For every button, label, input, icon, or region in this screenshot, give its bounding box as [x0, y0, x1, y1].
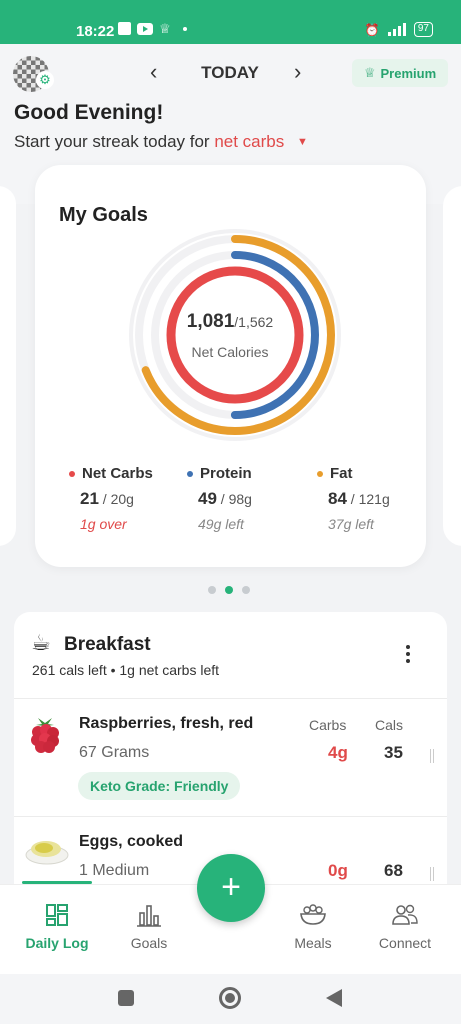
nav-goals[interactable]: Goals — [104, 903, 194, 951]
macro-name: Fat — [330, 465, 353, 482]
daily-log-icon — [46, 904, 68, 926]
back-icon[interactable] — [326, 989, 342, 1007]
nav-meals[interactable]: Meals — [268, 903, 358, 951]
status-notification-icons: ♕ — [118, 22, 187, 35]
streak-metric-selector[interactable]: net carbs — [214, 132, 285, 151]
macro-value: 84 — [328, 489, 347, 508]
macro-goal: / 121g — [346, 491, 390, 507]
macro-value: 21 — [80, 489, 99, 508]
macro-name: Protein — [200, 465, 252, 482]
date-label[interactable]: TODAY — [201, 63, 259, 82]
battery-icon: 97 — [413, 22, 433, 37]
caret-down-icon[interactable]: ▼ — [297, 136, 308, 148]
salad-bowl-icon — [300, 904, 326, 925]
food-name: Raspberries, fresh, red — [79, 715, 254, 732]
net-calories-value: 1,081/1,562 — [145, 311, 315, 333]
divider — [14, 816, 447, 817]
carousel-card-prev[interactable] — [0, 186, 16, 546]
youtube-icon — [137, 22, 153, 35]
streak-prompt: Start your streak today for net carbs ▼ — [14, 132, 308, 152]
carousel-page-indicator — [208, 586, 250, 594]
raspberry-icon — [31, 718, 59, 753]
calories-consumed: 1,081 — [186, 311, 235, 332]
calories-goal: /1,562 — [234, 314, 274, 330]
keto-grade-badge: Keto Grade: Friendly — [78, 772, 241, 800]
streak-text: Start your streak today for — [14, 132, 210, 151]
nav-daily-log[interactable]: Daily Log — [12, 903, 102, 951]
drag-handle-icon[interactable] — [430, 867, 434, 881]
page-dot[interactable] — [242, 586, 250, 594]
goals-rings-chart — [129, 229, 341, 441]
bar-chart-icon — [137, 905, 161, 927]
status-time: 18:22 — [76, 23, 115, 40]
recent-apps-icon[interactable] — [118, 990, 134, 1006]
ring-track — [129, 229, 341, 441]
people-icon — [392, 904, 418, 925]
greeting: Good Evening! — [14, 101, 164, 124]
food-quantity: 1 Medium — [79, 862, 150, 879]
macro-note: 37g left — [328, 516, 374, 532]
net-calories-label: Net Calories — [191, 344, 269, 360]
add-food-button[interactable]: + — [197, 854, 265, 922]
drag-handle-icon[interactable] — [430, 749, 434, 763]
food-quantity: 67 Grams — [79, 744, 150, 761]
macro-goal: / 20g — [98, 491, 134, 507]
divider — [14, 698, 447, 699]
macro-note: 49g left — [198, 516, 244, 532]
macro-note: 1g over — [80, 516, 127, 532]
notification-icon — [118, 22, 131, 35]
macro-goal: / 98g — [216, 491, 252, 507]
net-carbs-dot — [69, 470, 75, 477]
macro-fat: Fat 84 / 121g 37g left — [317, 465, 390, 532]
ring-protein — [151, 251, 319, 419]
coffee-cup-icon: ☕ — [31, 630, 51, 655]
trophy-icon: ♕ — [363, 65, 376, 80]
protein-dot — [187, 470, 193, 477]
macro-name: Net Carbs — [82, 465, 153, 482]
food-carbs: 0g — [328, 861, 348, 880]
macro-protein: Protein 49 / 98g 49g left — [187, 465, 252, 532]
nav-label: Meals — [294, 935, 332, 951]
chevron-right-icon[interactable]: › — [294, 59, 302, 84]
food-row[interactable]: Eggs, cooked 1 Medium 0g 68 — [14, 817, 447, 912]
food-name: Eggs, cooked — [79, 833, 184, 850]
status-bar: 18:22 ♕ ⏰ 97 — [0, 0, 461, 44]
page-dot[interactable] — [208, 586, 216, 594]
page-dot-active[interactable] — [225, 586, 233, 594]
carbs-column-header: Carbs — [309, 717, 347, 733]
ring-fat — [135, 235, 335, 435]
meal-title: Breakfast — [64, 634, 151, 655]
trophy-icon: ♕ — [159, 21, 171, 36]
more-options-icon[interactable] — [406, 645, 412, 663]
ring-net-carbs — [166, 266, 304, 404]
food-row[interactable]: Raspberries, fresh, red 67 Grams Keto Gr… — [14, 699, 447, 819]
macro-value: 49 — [198, 489, 217, 508]
nav-label: Goals — [130, 935, 168, 951]
more-notifications-icon — [182, 26, 187, 31]
premium-button[interactable]: ♕ Premium — [352, 59, 448, 87]
food-cals: 35 — [384, 743, 403, 762]
meal-summary: 261 cals left • 1g net carbs left — [32, 662, 220, 678]
premium-label: Premium — [380, 65, 437, 81]
active-tab-indicator — [22, 881, 92, 884]
fat-dot — [317, 470, 323, 477]
nav-label: Daily Log — [25, 935, 89, 951]
signal-icon — [387, 23, 406, 36]
goals-card[interactable]: My Goals 1,081/1,562 Net Calories Net Ca… — [35, 165, 426, 567]
macro-net-carbs: Net Carbs 21 / 20g 1g over — [69, 465, 153, 532]
system-navigation-bar — [0, 974, 461, 1024]
settings-gear-icon[interactable]: ⚙ — [36, 71, 54, 89]
goals-title: My Goals — [59, 204, 148, 226]
chevron-left-icon[interactable]: ‹ — [150, 59, 158, 84]
food-carbs: 4g — [328, 743, 348, 762]
home-icon[interactable] — [219, 987, 241, 1009]
food-cals: 68 — [384, 861, 403, 880]
status-system-icons: ⏰ 97 — [365, 22, 433, 37]
egg-icon — [25, 841, 69, 865]
cals-column-header: Cals — [375, 717, 404, 733]
carousel-card-next[interactable] — [443, 186, 461, 546]
alarm-icon: ⏰ — [364, 22, 380, 37]
nav-connect[interactable]: Connect — [360, 903, 450, 951]
nav-label: Connect — [378, 935, 432, 951]
